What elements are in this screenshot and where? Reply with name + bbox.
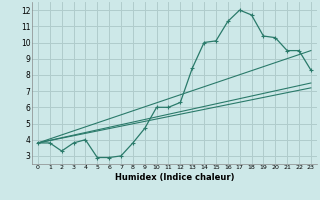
X-axis label: Humidex (Indice chaleur): Humidex (Indice chaleur) <box>115 173 234 182</box>
